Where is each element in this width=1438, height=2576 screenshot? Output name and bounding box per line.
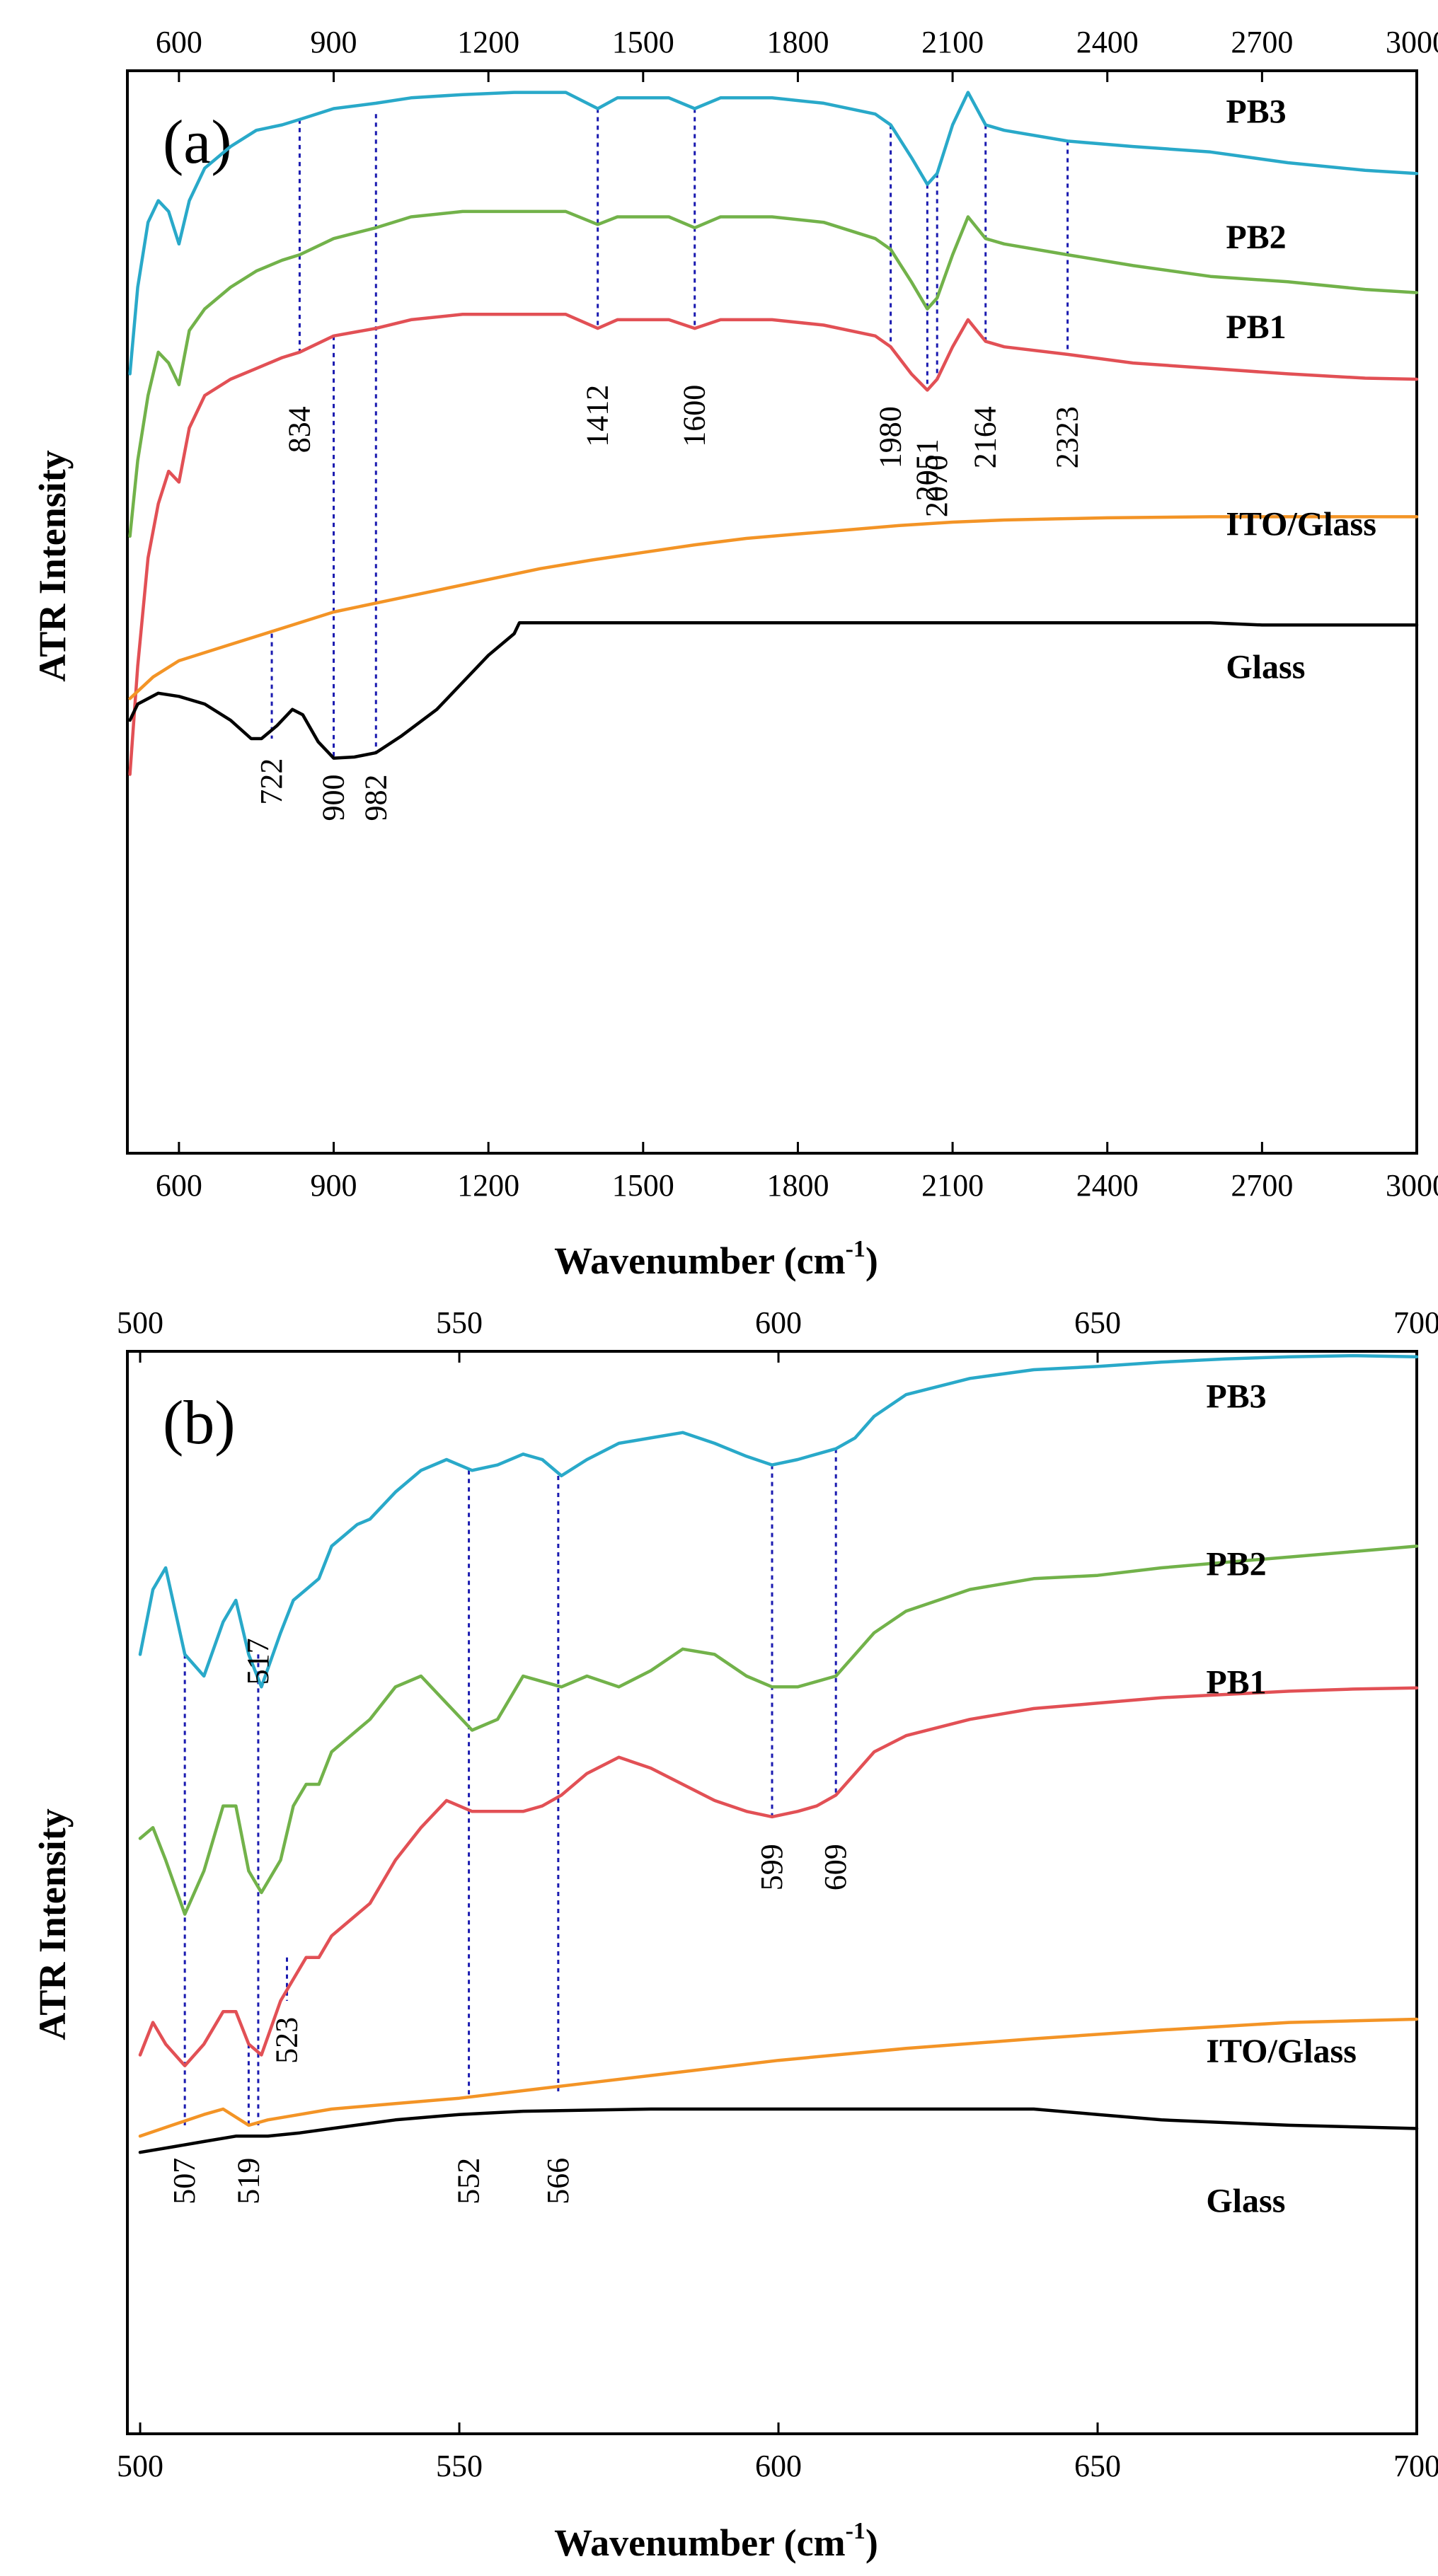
panel-a-peak-label-2070: 2070 bbox=[919, 455, 954, 517]
panel-a-peak-label-722: 722 bbox=[254, 758, 289, 805]
panel-a-bottom-tick-label: 1500 bbox=[612, 1168, 674, 1203]
panel-b-peak-label-523: 523 bbox=[270, 2017, 304, 2064]
panel-b-series-pb2-label: PB2 bbox=[1206, 1546, 1266, 1583]
panel-a-bottom-tick-label: 3000 bbox=[1386, 1168, 1438, 1203]
panel-a-peak-label-1980: 1980 bbox=[873, 406, 908, 468]
panel-b-top-tick-label: 600 bbox=[755, 1305, 802, 1340]
panel-b-series-pb3-label: PB3 bbox=[1206, 1378, 1266, 1416]
panel-a-bottom-tick-label: 2700 bbox=[1231, 1168, 1293, 1203]
panel-a-series-pb3-label: PB3 bbox=[1226, 93, 1286, 130]
panel-b-top-tick-label: 650 bbox=[1074, 1305, 1121, 1340]
panel-a-chart: ATR Intensity Wavenumber (cm-1) 600 600 90… bbox=[31, 25, 1438, 1282]
panel-a-series-glass-line bbox=[128, 621, 1419, 760]
panel-b-series-glass-line bbox=[138, 2107, 1419, 2154]
panel-b-peak-label-517: 517 bbox=[241, 1638, 275, 1685]
panel-b-top-tick-label: 500 bbox=[117, 1305, 163, 1340]
panel-b-bottom-tick-label: 700 bbox=[1393, 2449, 1438, 2483]
panel-b-series-pb1-label: PB1 bbox=[1206, 1663, 1266, 1701]
panel-b-series-ito-glass-line bbox=[138, 2017, 1419, 2138]
panel-b-bottom-tick-label: 550 bbox=[436, 2449, 483, 2483]
panel-b-y-axis-title: ATR Intensity bbox=[31, 1808, 74, 2040]
panel-a-peak-label-2323: 2323 bbox=[1050, 406, 1085, 468]
panel-b-bottom-tick-label: 600 bbox=[755, 2449, 802, 2483]
panel-b-top-tick-label: 550 bbox=[436, 1305, 483, 1340]
panel-b-chart: ATR Intensity Wavenumber (cm-1) 500 500 55… bbox=[31, 1305, 1438, 2564]
panel-b-series-pb1-line bbox=[138, 1686, 1419, 2068]
panel-b-peak-label-507: 507 bbox=[167, 2158, 202, 2205]
panel-b-x-axis-title: Wavenumber (cm-1) bbox=[554, 2518, 878, 2564]
panel-b-peak-label-599: 599 bbox=[754, 1844, 789, 1890]
panel-a-x-axis-title: Wavenumber (cm-1) bbox=[554, 1236, 878, 1282]
panel-a-bottom-tick-label: 1800 bbox=[766, 1168, 829, 1203]
panel-a-series-pb2-line bbox=[128, 209, 1419, 538]
panel-a-top-tick-label: 1500 bbox=[612, 25, 674, 59]
panel-a-bottom-tick-label: 600 bbox=[156, 1168, 202, 1203]
panel-a-top-tick-label: 2100 bbox=[921, 25, 984, 59]
panel-b-series-glass-label: Glass bbox=[1206, 2182, 1285, 2219]
panel-b-panel-label: (b) bbox=[163, 1389, 236, 1457]
panel-a-top-tick-label: 600 bbox=[156, 25, 202, 59]
panel-a-top-tick-label: 3000 bbox=[1386, 25, 1438, 59]
panel-a-peak-label-900: 900 bbox=[316, 775, 351, 821]
panel-a-series-pb2-label: PB2 bbox=[1226, 219, 1286, 256]
panel-a-top-tick-label: 1200 bbox=[457, 25, 519, 59]
panel-b-top-tick-label: 700 bbox=[1393, 1305, 1438, 1340]
panel-a-bottom-tick-label: 900 bbox=[311, 1168, 357, 1203]
panel-a-top-tick-label: 2700 bbox=[1231, 25, 1293, 59]
panel-a-series-pb1-line bbox=[128, 313, 1419, 776]
panel-b-plot-frame bbox=[126, 1350, 1418, 2435]
panel-a-peak-label-982: 982 bbox=[358, 775, 393, 821]
panel-a-plot-frame bbox=[126, 69, 1418, 1155]
panel-a-top-tick-label: 1800 bbox=[766, 25, 829, 59]
panel-a-peak-label-2164: 2164 bbox=[968, 406, 1003, 468]
panel-b-series-pb2-line bbox=[138, 1544, 1419, 1916]
panel-b-peak-label-519: 519 bbox=[231, 2158, 265, 2205]
panel-b-bottom-tick-label: 500 bbox=[117, 2449, 163, 2483]
panel-b-peak-label-566: 566 bbox=[541, 2158, 575, 2205]
panel-a-panel-label: (a) bbox=[163, 108, 232, 177]
panel-a-top-tick-label: 2400 bbox=[1076, 25, 1139, 59]
panel-b-peak-label-609: 609 bbox=[818, 1844, 853, 1890]
panel-a-series-ito-glass-line bbox=[128, 515, 1419, 700]
panel-a-peak-label-2051: 2051 bbox=[909, 439, 944, 501]
panel-a-peak-label-1600: 1600 bbox=[677, 385, 712, 447]
panel-b-series-pb3-line bbox=[138, 1353, 1419, 1689]
panel-a-series-pb1-label: PB1 bbox=[1226, 308, 1286, 346]
panel-b-series-ito-glass-label: ITO/Glass bbox=[1206, 2033, 1357, 2070]
panel-b-bottom-tick-label: 650 bbox=[1074, 2449, 1121, 2483]
panel-a-peak-label-834: 834 bbox=[282, 406, 316, 453]
panel-a-peak-label-1412: 1412 bbox=[580, 385, 615, 447]
panel-a-top-tick-label: 900 bbox=[311, 25, 357, 59]
panel-a-bottom-tick-label: 1200 bbox=[457, 1168, 519, 1203]
panel-a-series-glass-label: Glass bbox=[1226, 648, 1305, 686]
panel-a-bottom-tick-label: 2400 bbox=[1076, 1168, 1139, 1203]
panel-a-series-pb3-line bbox=[128, 91, 1419, 376]
panel-a-bottom-tick-label: 2100 bbox=[921, 1168, 984, 1203]
panel-a-y-axis-title: ATR Intensity bbox=[31, 450, 74, 682]
panel-a-series-ito-glass-label: ITO/Glass bbox=[1226, 505, 1376, 543]
panel-b-peak-label-552: 552 bbox=[451, 2158, 486, 2205]
